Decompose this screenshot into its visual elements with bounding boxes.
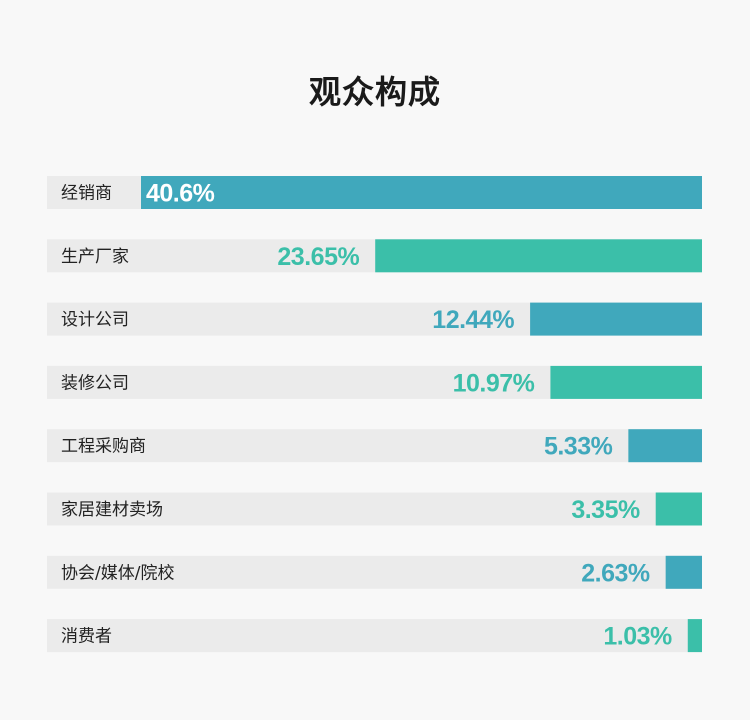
value-label: 40.6% (146, 180, 215, 208)
bar (530, 302, 702, 336)
value-label: 5.33% (544, 433, 613, 461)
bar (665, 555, 702, 589)
value-label: 2.63% (581, 559, 650, 587)
category-label: 设计公司 (61, 310, 129, 330)
category-label: 生产厂家 (61, 247, 129, 267)
chart-title: 观众构成 (300, 70, 445, 114)
category-label: 协会/媒体/院校 (61, 563, 174, 583)
bar (550, 365, 702, 399)
bar (628, 429, 702, 463)
bar-track (47, 429, 702, 463)
category-label: 经销商 (61, 184, 112, 204)
value-label: 3.35% (571, 496, 640, 524)
bar (141, 176, 702, 209)
value-label: 12.44% (432, 306, 514, 334)
category-label: 消费者 (61, 627, 112, 647)
bar (655, 492, 702, 526)
bar-track (47, 555, 702, 589)
bar (687, 619, 702, 653)
value-label: 10.97% (453, 369, 535, 397)
category-label: 家居建材卖场 (61, 500, 163, 520)
bar-track (47, 492, 702, 526)
category-label: 装修公司 (61, 373, 129, 393)
chart-title-text: 观众构成 (308, 73, 441, 111)
category-label: 工程采购商 (61, 437, 146, 457)
bar (375, 239, 702, 273)
value-label: 23.65% (277, 243, 359, 271)
bar-track (47, 619, 702, 653)
value-label: 1.03% (603, 623, 672, 651)
